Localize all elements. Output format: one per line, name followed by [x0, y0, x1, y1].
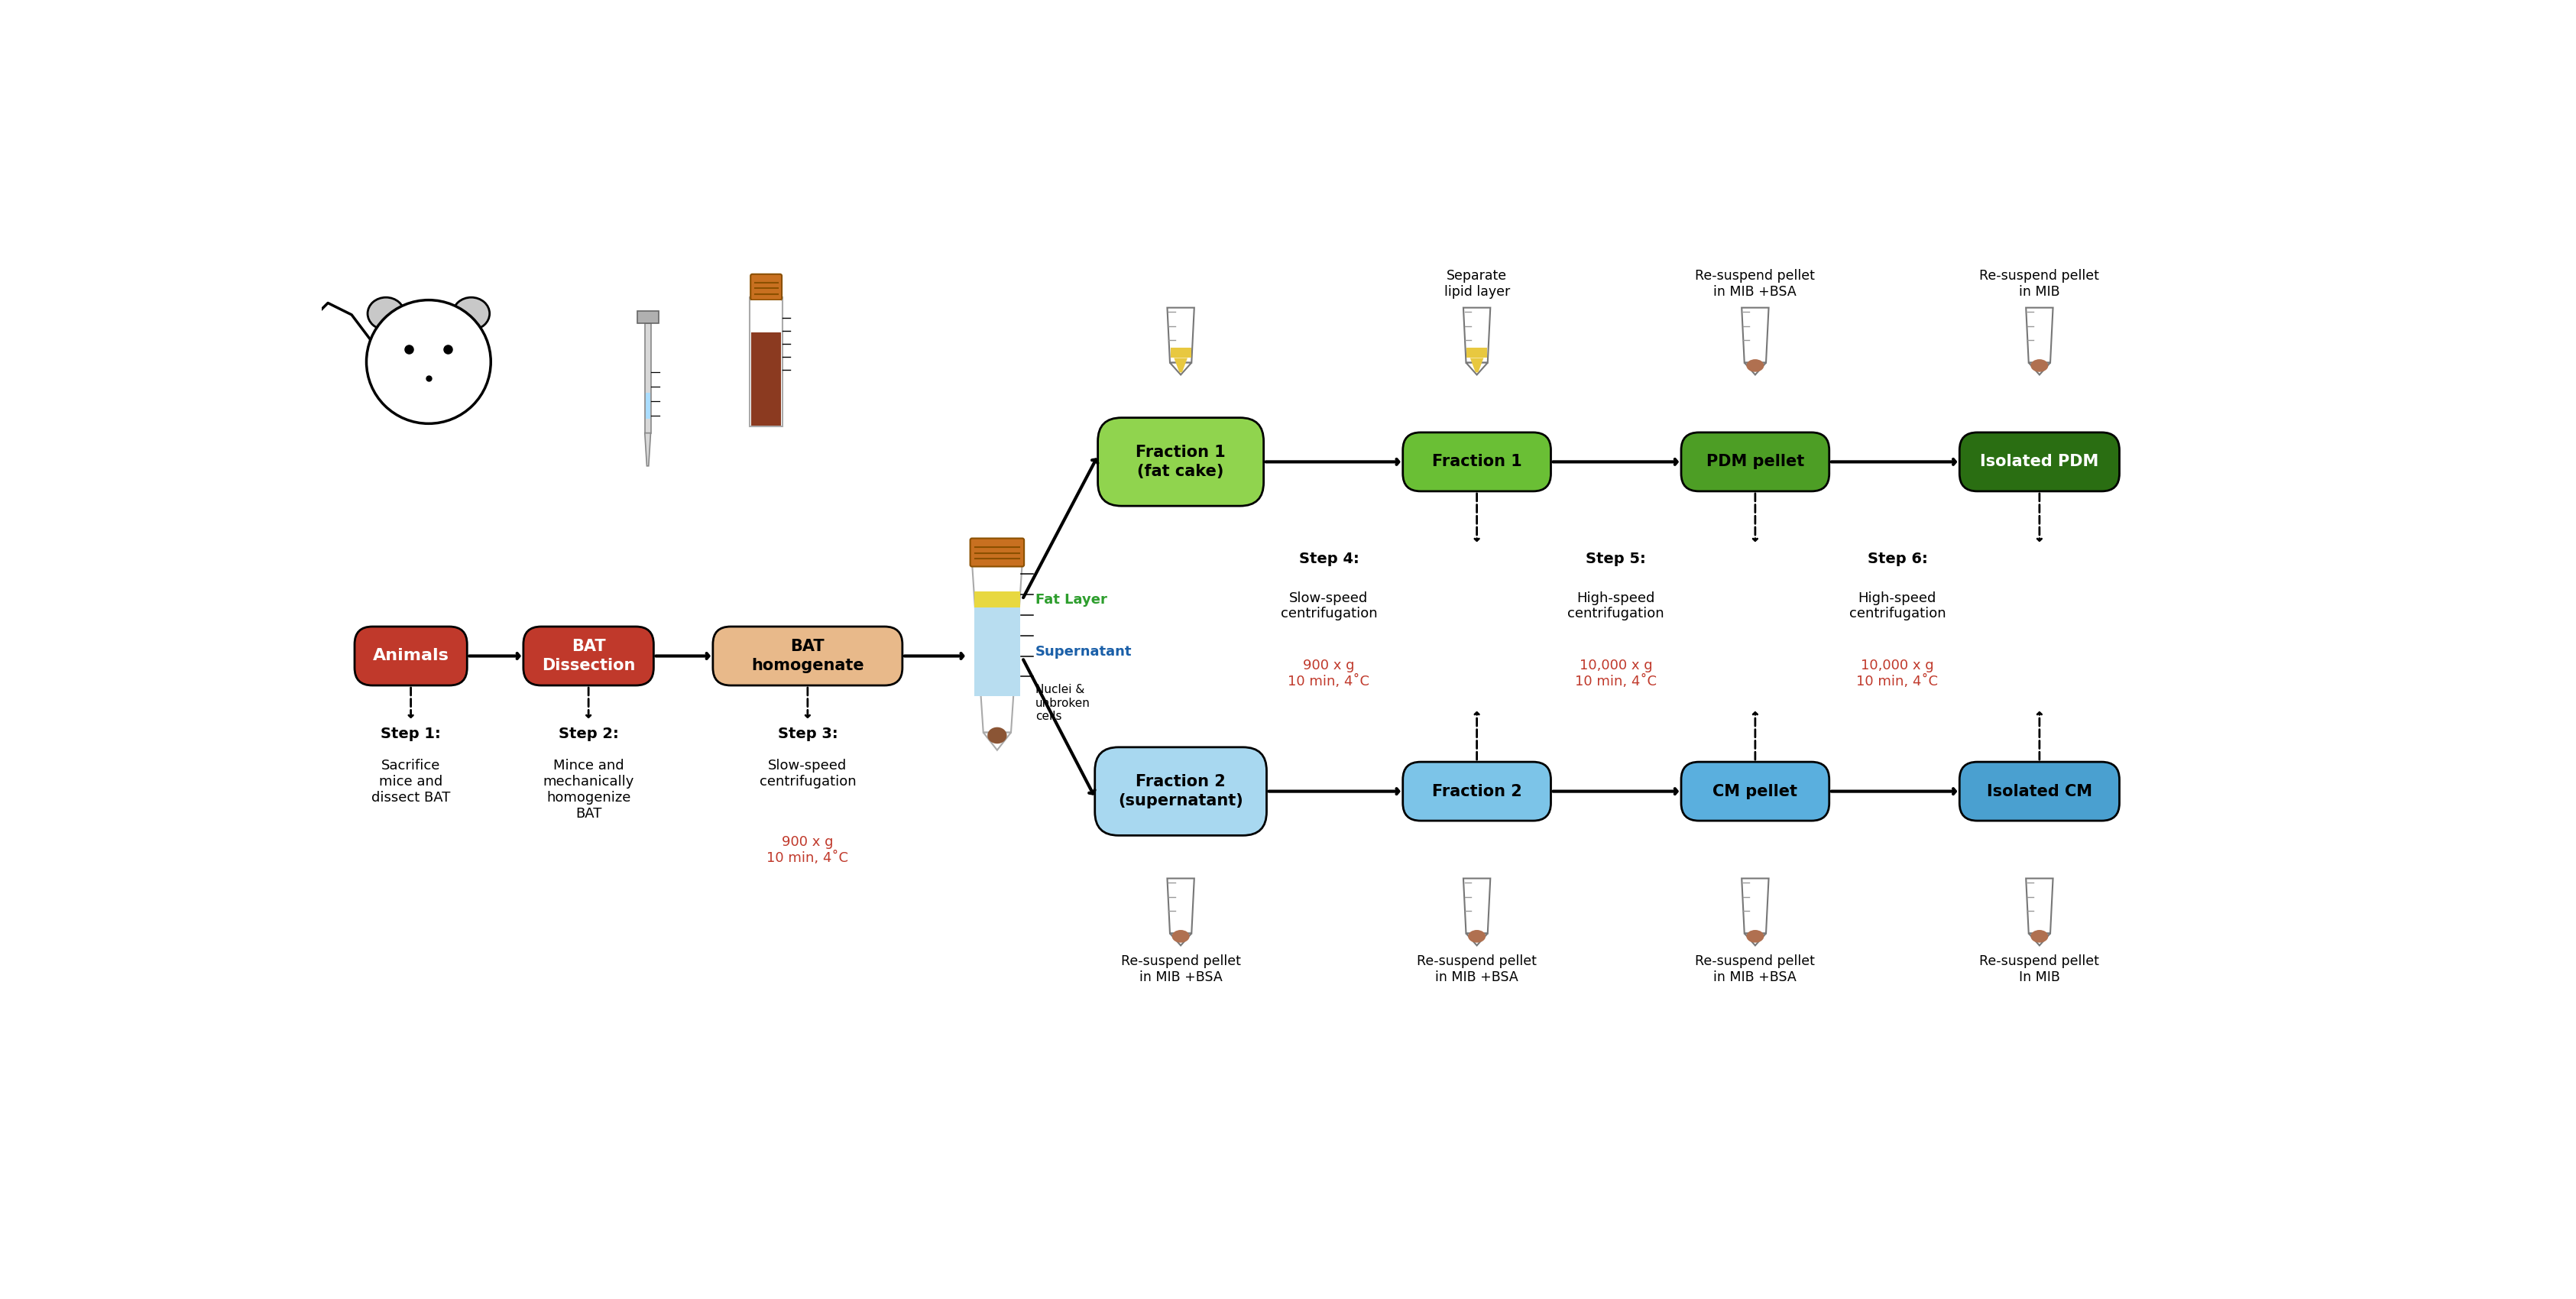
FancyBboxPatch shape	[1960, 763, 2120, 821]
Polygon shape	[1463, 878, 1492, 934]
Polygon shape	[1167, 308, 1195, 362]
Ellipse shape	[1747, 930, 1765, 943]
FancyBboxPatch shape	[1960, 433, 2120, 491]
Text: Isolated PDM: Isolated PDM	[1981, 455, 2099, 469]
Text: Fraction 2: Fraction 2	[1432, 783, 1522, 799]
Circle shape	[366, 300, 492, 423]
Ellipse shape	[1747, 360, 1765, 372]
Polygon shape	[2030, 362, 2050, 374]
FancyBboxPatch shape	[750, 274, 781, 300]
Text: Re-suspend pellet
in MIB +BSA: Re-suspend pellet in MIB +BSA	[1695, 269, 1816, 299]
Text: BAT
homogenate: BAT homogenate	[752, 639, 863, 673]
Text: PDM pellet: PDM pellet	[1705, 455, 1803, 469]
Bar	[750, 297, 783, 426]
Polygon shape	[1741, 878, 1770, 934]
Text: 10,000 x g
10 min, 4˚C: 10,000 x g 10 min, 4˚C	[1857, 659, 1937, 688]
Polygon shape	[1466, 362, 1489, 374]
Polygon shape	[1170, 348, 1190, 359]
Bar	[644, 323, 652, 434]
Text: Nuclei &
unbroken
cells: Nuclei & unbroken cells	[1036, 685, 1090, 722]
FancyBboxPatch shape	[523, 626, 654, 686]
Polygon shape	[2030, 934, 2050, 946]
FancyBboxPatch shape	[355, 626, 466, 686]
Text: 900 x g
10 min, 4˚C: 900 x g 10 min, 4˚C	[768, 835, 848, 865]
Bar	[752, 300, 781, 314]
Text: Step 4:: Step 4:	[1298, 552, 1360, 566]
Text: Step 1:: Step 1:	[381, 726, 440, 742]
Text: CM pellet: CM pellet	[1713, 783, 1798, 799]
Text: 900 x g
10 min, 4˚C: 900 x g 10 min, 4˚C	[1288, 659, 1370, 688]
Text: Re-suspend pellet
in MIB +BSA: Re-suspend pellet in MIB +BSA	[1417, 955, 1538, 983]
Polygon shape	[1466, 934, 1489, 946]
FancyBboxPatch shape	[1095, 747, 1267, 835]
Polygon shape	[2025, 878, 2053, 934]
Ellipse shape	[368, 297, 404, 330]
Ellipse shape	[2030, 930, 2048, 943]
FancyBboxPatch shape	[1097, 418, 1265, 507]
Ellipse shape	[1172, 930, 1190, 943]
Polygon shape	[1744, 934, 1767, 946]
Polygon shape	[971, 562, 1023, 733]
Polygon shape	[1741, 308, 1770, 362]
Polygon shape	[1744, 362, 1767, 374]
Text: Fat Layer: Fat Layer	[1036, 592, 1108, 607]
Text: Step 6:: Step 6:	[1868, 552, 1927, 566]
FancyBboxPatch shape	[714, 626, 902, 686]
FancyBboxPatch shape	[1404, 433, 1551, 491]
Text: Mince and
mechanically
homogenize
BAT: Mince and mechanically homogenize BAT	[544, 759, 634, 821]
Bar	[974, 591, 1020, 608]
Text: Fraction 1: Fraction 1	[1432, 455, 1522, 469]
Polygon shape	[1170, 362, 1193, 374]
Text: BAT
Dissection: BAT Dissection	[541, 639, 636, 673]
FancyBboxPatch shape	[1682, 433, 1829, 491]
Bar	[752, 333, 781, 425]
Text: Step 5:: Step 5:	[1587, 552, 1646, 566]
Polygon shape	[1167, 878, 1195, 934]
Text: Fraction 1
(fat cake): Fraction 1 (fat cake)	[1136, 444, 1226, 479]
Text: Separate
lipid layer: Separate lipid layer	[1445, 269, 1510, 299]
Text: Re-suspend pellet
in MIB +BSA: Re-suspend pellet in MIB +BSA	[1695, 955, 1816, 983]
Text: Re-suspend pellet
In MIB: Re-suspend pellet In MIB	[1978, 955, 2099, 983]
Bar	[647, 392, 649, 418]
Ellipse shape	[1468, 930, 1486, 943]
Text: Slow-speed
centrifugation: Slow-speed centrifugation	[760, 759, 855, 788]
Polygon shape	[1175, 359, 1188, 373]
Ellipse shape	[453, 297, 489, 330]
Polygon shape	[2025, 308, 2053, 362]
Text: Animals: Animals	[374, 648, 448, 664]
Text: Re-suspend pellet
in MIB +BSA: Re-suspend pellet in MIB +BSA	[1121, 955, 1242, 983]
Text: Isolated CM: Isolated CM	[1986, 783, 2092, 799]
Polygon shape	[1466, 348, 1486, 359]
Polygon shape	[1170, 934, 1193, 946]
FancyBboxPatch shape	[1682, 763, 1829, 821]
Text: Slow-speed
centrifugation: Slow-speed centrifugation	[1280, 591, 1378, 621]
Text: Fraction 2
(supernatant): Fraction 2 (supernatant)	[1118, 774, 1244, 808]
FancyBboxPatch shape	[1404, 763, 1551, 821]
Polygon shape	[1471, 359, 1484, 373]
Polygon shape	[644, 433, 652, 466]
Text: High-speed
centrifugation: High-speed centrifugation	[1569, 591, 1664, 621]
Ellipse shape	[2030, 360, 2048, 372]
Bar	[636, 310, 659, 323]
Text: High-speed
centrifugation: High-speed centrifugation	[1850, 591, 1945, 621]
Text: Sacrifice
mice and
dissect BAT: Sacrifice mice and dissect BAT	[371, 759, 451, 804]
Bar	[974, 608, 1020, 696]
Polygon shape	[984, 733, 1010, 750]
Text: Supernatant: Supernatant	[1036, 646, 1131, 659]
Text: Step 3:: Step 3:	[778, 726, 837, 742]
Ellipse shape	[987, 727, 1007, 743]
Text: 10,000 x g
10 min, 4˚C: 10,000 x g 10 min, 4˚C	[1574, 659, 1656, 688]
Polygon shape	[1463, 308, 1492, 362]
Text: Step 2:: Step 2:	[559, 726, 618, 742]
Text: Re-suspend pellet
in MIB: Re-suspend pellet in MIB	[1978, 269, 2099, 299]
FancyBboxPatch shape	[971, 538, 1025, 566]
